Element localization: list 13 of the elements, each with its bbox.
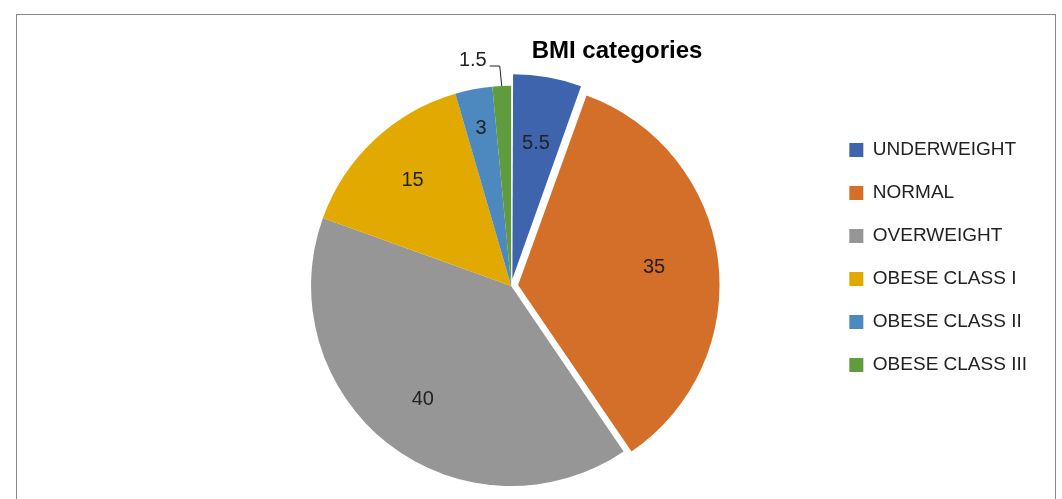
- legend-label: OBESE CLASS I: [872, 267, 1017, 289]
- legend-label: UNDERWEIGHT: [872, 138, 1017, 160]
- legend-label: OVERWEIGHT: [872, 224, 1003, 246]
- legend-label: NORMAL: [872, 181, 955, 203]
- legend-label: OBESE CLASS II: [872, 310, 1022, 332]
- data-label: 15: [401, 168, 424, 191]
- data-label: 35: [642, 255, 666, 278]
- data-label: 5.5: [522, 131, 550, 154]
- data-label: 40: [411, 387, 434, 410]
- data-label: 1.5: [458, 47, 487, 70]
- data-label: 3: [475, 116, 487, 139]
- legend-label: OBESE CLASS III: [872, 353, 1027, 375]
- chart-title: BMI categories: [531, 36, 703, 64]
